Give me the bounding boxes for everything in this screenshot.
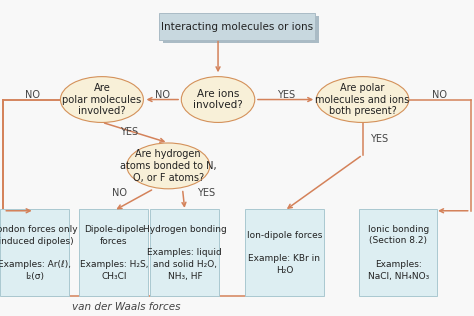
Text: Hydrogen bonding

Examples: liquid
and solid H₂O,
NH₃, HF: Hydrogen bonding Examples: liquid and so… xyxy=(143,225,227,281)
FancyBboxPatch shape xyxy=(163,16,319,43)
FancyBboxPatch shape xyxy=(359,209,437,296)
Text: YES: YES xyxy=(370,134,388,144)
Text: Ionic bonding
(Section 8.2)

Examples:
NaCl, NH₄NO₃: Ionic bonding (Section 8.2) Examples: Na… xyxy=(367,225,429,281)
Text: YES: YES xyxy=(120,127,138,137)
Text: Dipole-dipole
forces

Examples: H₂S,
CH₃Cl: Dipole-dipole forces Examples: H₂S, CH₃C… xyxy=(80,225,148,281)
Text: Ion-dipole forces

Example: KBr in
H₂O: Ion-dipole forces Example: KBr in H₂O xyxy=(246,231,322,275)
Text: NO: NO xyxy=(25,90,40,100)
FancyBboxPatch shape xyxy=(246,209,323,296)
Text: Are
polar molecules
involved?: Are polar molecules involved? xyxy=(62,83,142,116)
Text: Are ions
involved?: Are ions involved? xyxy=(193,89,243,110)
Text: NO: NO xyxy=(112,188,127,198)
FancyBboxPatch shape xyxy=(79,209,148,296)
FancyBboxPatch shape xyxy=(151,209,219,296)
Text: YES: YES xyxy=(197,188,215,198)
Text: NO: NO xyxy=(432,90,447,100)
Text: Are polar
molecules and ions
both present?: Are polar molecules and ions both presen… xyxy=(316,83,410,116)
Ellipse shape xyxy=(127,143,210,189)
Text: NO: NO xyxy=(155,90,170,100)
Text: YES: YES xyxy=(277,90,295,100)
FancyBboxPatch shape xyxy=(0,209,69,296)
Ellipse shape xyxy=(181,77,255,122)
Ellipse shape xyxy=(61,77,143,122)
FancyBboxPatch shape xyxy=(159,13,315,40)
Text: London forces only
(induced dipoles)

Examples: Ar(ℓ),
I₂(σ): London forces only (induced dipoles) Exa… xyxy=(0,225,77,281)
Text: Interacting molecules or ions: Interacting molecules or ions xyxy=(161,22,313,32)
Ellipse shape xyxy=(316,77,409,122)
Text: Are hydrogen
atoms bonded to N,
O, or F atoms?: Are hydrogen atoms bonded to N, O, or F … xyxy=(120,149,217,183)
Text: van der Waals forces: van der Waals forces xyxy=(72,301,180,312)
